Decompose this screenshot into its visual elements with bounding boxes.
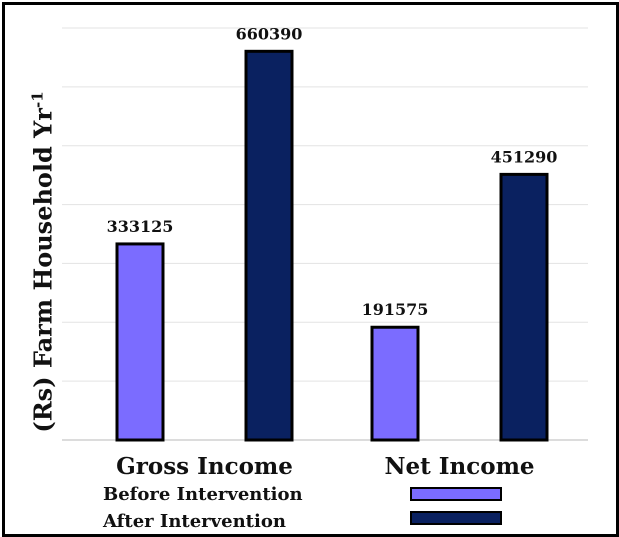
data-label: 660390 (236, 24, 303, 43)
y-axis-label-superscript: -1 (28, 91, 47, 109)
legend-label-before: Before Intervention (103, 484, 303, 505)
legend-swatch-after (410, 511, 502, 525)
data-label: 191575 (362, 300, 429, 319)
data-label: 451290 (491, 147, 558, 166)
y-axis-label-text: (Rs) Farm Household Yr (28, 108, 58, 433)
bar-before-gross (115, 242, 165, 442)
data-label: 333125 (107, 217, 174, 236)
bar-after-net (499, 172, 549, 442)
legend-label-after: After Intervention (103, 511, 286, 532)
legend-swatch-before (410, 487, 502, 501)
bar-after-gross (244, 49, 294, 442)
x-tick-label: Net Income (384, 453, 534, 480)
bar-before-net (370, 325, 420, 442)
x-tick-label: Gross Income (116, 453, 293, 480)
y-axis-label: (Rs) Farm Household Yr-1 (29, 91, 58, 432)
